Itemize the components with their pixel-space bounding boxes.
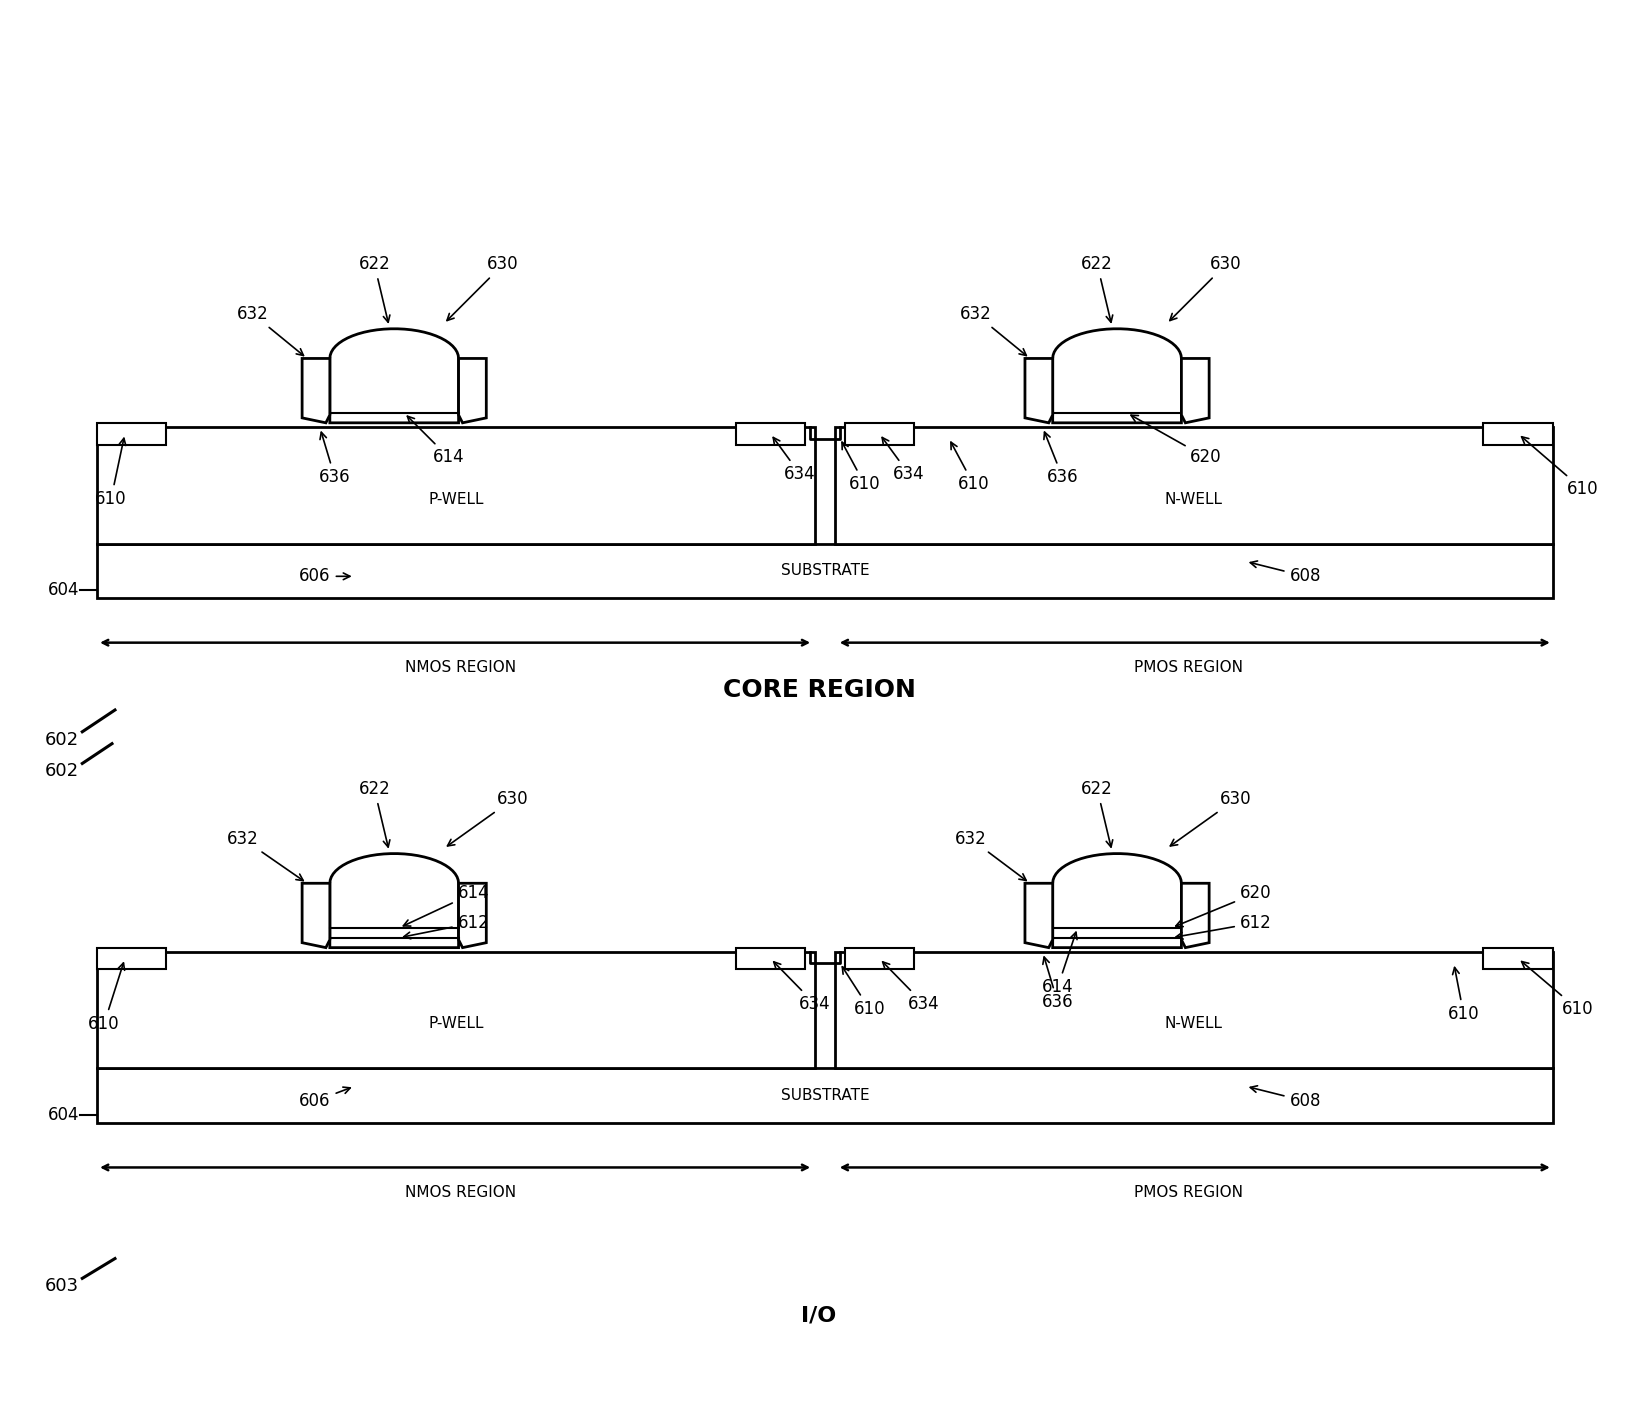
Bar: [97, 422, 167, 445]
Text: 610: 610: [95, 438, 126, 509]
Text: I/O: I/O: [801, 1306, 837, 1326]
Text: 632: 632: [238, 305, 303, 356]
Text: 602: 602: [46, 762, 79, 781]
Bar: [97, 427, 816, 544]
Text: 630: 630: [1170, 255, 1242, 320]
Text: 622: 622: [1081, 781, 1114, 847]
Text: 608: 608: [1250, 1085, 1320, 1110]
Text: 634: 634: [773, 438, 816, 483]
Text: PMOS REGION: PMOS REGION: [1135, 1185, 1243, 1200]
Text: PMOS REGION: PMOS REGION: [1135, 660, 1243, 676]
Bar: [845, 422, 914, 445]
Text: 630: 630: [1170, 791, 1251, 846]
Text: 608: 608: [1250, 561, 1320, 585]
Polygon shape: [459, 883, 486, 948]
Bar: [97, 948, 167, 969]
Text: 622: 622: [359, 781, 390, 847]
Text: 610: 610: [1522, 962, 1594, 1017]
Text: N-WELL: N-WELL: [1165, 492, 1224, 506]
Text: 622: 622: [1081, 255, 1114, 322]
Text: 610: 610: [842, 966, 885, 1017]
Text: NMOS REGION: NMOS REGION: [406, 660, 516, 676]
Text: SUBSTRATE: SUBSTRATE: [781, 1088, 870, 1104]
Text: 636: 636: [319, 432, 351, 486]
Text: 606: 606: [300, 567, 351, 585]
Bar: [835, 952, 1553, 1068]
Text: 604: 604: [48, 581, 79, 599]
Text: 610: 610: [1448, 968, 1479, 1023]
Text: 634: 634: [883, 962, 940, 1013]
Bar: [1484, 948, 1553, 969]
PathPatch shape: [329, 329, 459, 422]
Bar: [97, 952, 816, 1068]
Text: 632: 632: [960, 305, 1027, 356]
Bar: [735, 422, 806, 445]
Bar: [97, 1068, 1553, 1122]
Text: 636: 636: [1043, 432, 1078, 486]
Text: SUBSTRATE: SUBSTRATE: [781, 564, 870, 578]
Text: 622: 622: [359, 255, 390, 322]
Bar: [835, 427, 1553, 544]
Text: 620: 620: [1130, 415, 1222, 466]
PathPatch shape: [329, 853, 459, 948]
Text: N-WELL: N-WELL: [1165, 1016, 1224, 1032]
Text: 632: 632: [226, 830, 303, 880]
Text: 630: 630: [447, 255, 519, 320]
Text: 602: 602: [46, 731, 79, 748]
Text: 610: 610: [1522, 436, 1599, 499]
Text: 614: 614: [403, 884, 490, 927]
Polygon shape: [301, 883, 329, 948]
Text: P-WELL: P-WELL: [429, 1016, 483, 1032]
Text: 614: 614: [408, 417, 465, 466]
Text: P-WELL: P-WELL: [429, 492, 483, 506]
Bar: [735, 948, 806, 969]
Text: 612: 612: [1176, 914, 1271, 939]
PathPatch shape: [1053, 329, 1181, 422]
Text: 604: 604: [48, 1107, 79, 1124]
Text: 632: 632: [955, 830, 1025, 880]
Text: 634: 634: [773, 962, 830, 1013]
Text: 610: 610: [842, 442, 880, 493]
Bar: [1484, 422, 1553, 445]
Polygon shape: [1181, 359, 1209, 422]
Polygon shape: [301, 359, 329, 422]
Text: 614: 614: [1042, 932, 1078, 996]
PathPatch shape: [1053, 853, 1181, 948]
Text: 610: 610: [952, 442, 989, 493]
Polygon shape: [459, 359, 486, 422]
Bar: [845, 948, 914, 969]
Text: 630: 630: [447, 791, 529, 846]
Text: 610: 610: [88, 964, 124, 1033]
Text: 636: 636: [1042, 956, 1073, 1012]
Polygon shape: [1181, 883, 1209, 948]
Bar: [97, 544, 1553, 598]
Polygon shape: [1025, 883, 1053, 948]
Text: NMOS REGION: NMOS REGION: [406, 1185, 516, 1200]
Text: 620: 620: [1176, 884, 1271, 927]
Text: 603: 603: [46, 1277, 79, 1295]
Text: 606: 606: [300, 1087, 351, 1110]
Text: CORE REGION: CORE REGION: [722, 679, 916, 703]
Text: 634: 634: [883, 438, 925, 483]
Polygon shape: [1025, 359, 1053, 422]
Text: 612: 612: [403, 914, 490, 939]
